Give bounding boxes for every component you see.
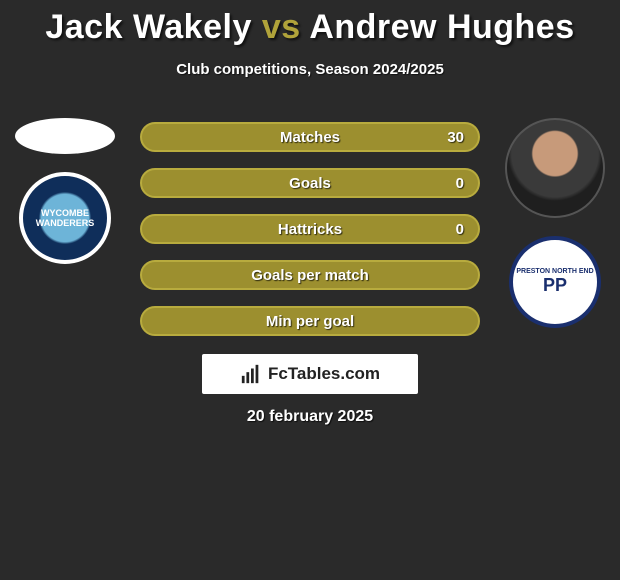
- stat-row: Min per goal: [140, 306, 480, 336]
- player1-club-badge: WYCOMBE WANDERERS: [19, 172, 111, 264]
- left-player-column: WYCOMBE WANDERERS: [10, 118, 120, 264]
- right-player-column: PRESTON NORTH END PP: [500, 118, 610, 328]
- player2-name: Andrew Hughes: [309, 8, 574, 46]
- player2-club-badge: PRESTON NORTH END PP: [509, 236, 601, 328]
- vs-separator: vs: [262, 8, 301, 46]
- stat-label: Goals per match: [142, 267, 478, 284]
- stat-label: Hattricks: [142, 221, 478, 238]
- stat-value: 0: [456, 221, 464, 238]
- stat-value: 30: [447, 129, 464, 146]
- player1-name: Jack Wakely: [45, 8, 252, 46]
- stat-row: Goals 0: [140, 168, 480, 198]
- date-stamp: 20 february 2025: [0, 408, 620, 426]
- player2-club-initials: PP: [543, 275, 567, 296]
- player1-club-name: WYCOMBE WANDERERS: [23, 208, 107, 228]
- stat-row: Goals per match: [140, 260, 480, 290]
- watermark: FcTables.com: [202, 354, 418, 394]
- stat-label: Matches: [142, 129, 478, 146]
- stat-row: Matches 30: [140, 122, 480, 152]
- comparison-title: Jack Wakely vs Andrew Hughes: [0, 0, 620, 47]
- stat-label: Goals: [142, 175, 478, 192]
- player1-avatar: [15, 118, 115, 154]
- watermark-text: FcTables.com: [268, 364, 380, 384]
- stat-label: Min per goal: [142, 313, 478, 330]
- subtitle: Club competitions, Season 2024/2025: [0, 61, 620, 78]
- player2-avatar: [505, 118, 605, 218]
- player2-club-name: PRESTON NORTH END: [516, 268, 593, 275]
- stat-value: 0: [456, 175, 464, 192]
- stats-bars: Matches 30 Goals 0 Hattricks 0 Goals per…: [140, 122, 480, 352]
- stat-row: Hattricks 0: [140, 214, 480, 244]
- barchart-icon: [240, 363, 262, 385]
